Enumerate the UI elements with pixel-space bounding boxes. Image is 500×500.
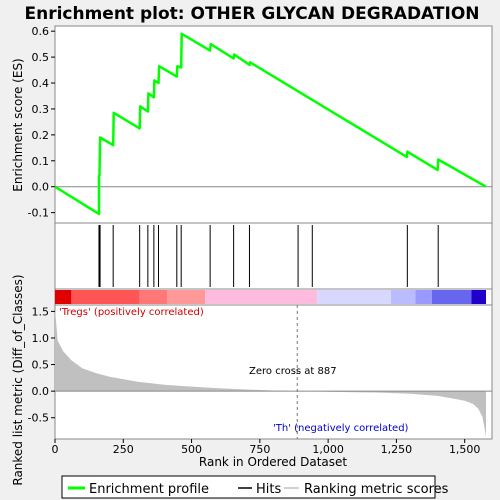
colorbar-segment xyxy=(139,290,167,304)
legend-label-metric: Ranking metric scores xyxy=(304,482,449,497)
hits-layer xyxy=(98,225,439,287)
colorbar-segment xyxy=(471,290,486,304)
es-y-tick-label: 0.4 xyxy=(32,77,50,90)
enrichment-profile-line xyxy=(54,32,487,216)
metric-y-tick-label: 1.5 xyxy=(32,305,50,318)
colorbar-segment xyxy=(71,290,140,304)
colorbar-segment xyxy=(166,290,206,304)
enrichment-panel xyxy=(54,25,493,224)
colorbar-segment xyxy=(390,290,416,304)
es-y-tick-label: -0.1 xyxy=(28,207,49,220)
es-y-tick-label: 0.6 xyxy=(32,25,50,38)
x-axis-label: Rank in Ordered Dataset xyxy=(199,455,347,469)
x-tick-label: 500 xyxy=(181,443,202,456)
enrichment-layer: -0.1 0.0 0.1 0.2 0.3 0.4 0.5 0.6 xyxy=(28,25,492,220)
es-y-axis-label: Enrichment score (ES) xyxy=(11,58,25,191)
x-tick-label: 0 xyxy=(52,443,59,456)
positive-annotation: 'Tregs' (positively correlated) xyxy=(59,307,204,318)
es-y-tick-label: 0.2 xyxy=(32,129,50,142)
colorbar-segment xyxy=(415,290,432,304)
chart-title: Enrichment plot: OTHER GLYCAN DEGRADATIO… xyxy=(24,4,479,24)
negative-annotation: 'Th' (negatively correlated) xyxy=(273,423,409,434)
metric-y-axis-label: Ranked list metric (Diff_of_Classes) xyxy=(11,274,25,485)
x-tick-label: 250 xyxy=(113,443,134,456)
metric-y-tick-label: 1.0 xyxy=(32,332,50,345)
metric-y-tick-label: -0.5 xyxy=(28,412,49,425)
metric-y-tick-label: 0.5 xyxy=(32,359,50,372)
es-y-tick-label: 0.0 xyxy=(32,181,50,194)
colorbar-segment xyxy=(205,290,318,304)
legend-label-hits: Hits xyxy=(256,482,281,497)
legend-label-enrichment: Enrichment profile xyxy=(89,482,209,497)
metric-y-tick-label: 0.0 xyxy=(32,385,50,398)
es-y-tick-label: 0.1 xyxy=(32,155,50,168)
es-y-tick-label: 0.5 xyxy=(32,51,50,64)
metric-layer: -0.5 0.0 0.5 1.0 1.5 0 250 500 750 1,000 1,250 1,50… xyxy=(28,305,492,456)
metric-panel xyxy=(54,304,493,440)
es-y-tick-label: 0.3 xyxy=(32,103,50,116)
x-tick-label: 750 xyxy=(249,443,270,456)
zero-cross-annotation: Zero cross at 887 xyxy=(249,366,337,377)
x-tick-label: 1,000 xyxy=(312,443,344,456)
colorbar-segment xyxy=(317,290,391,304)
x-tick-label: 1,250 xyxy=(381,443,413,456)
colorbar-segment xyxy=(55,290,72,304)
x-tick-label: 1,500 xyxy=(449,443,481,456)
legend-box xyxy=(61,475,436,499)
hits-panel xyxy=(54,222,493,290)
colorbar-segment xyxy=(431,290,472,304)
colorbar-layer xyxy=(55,290,486,304)
